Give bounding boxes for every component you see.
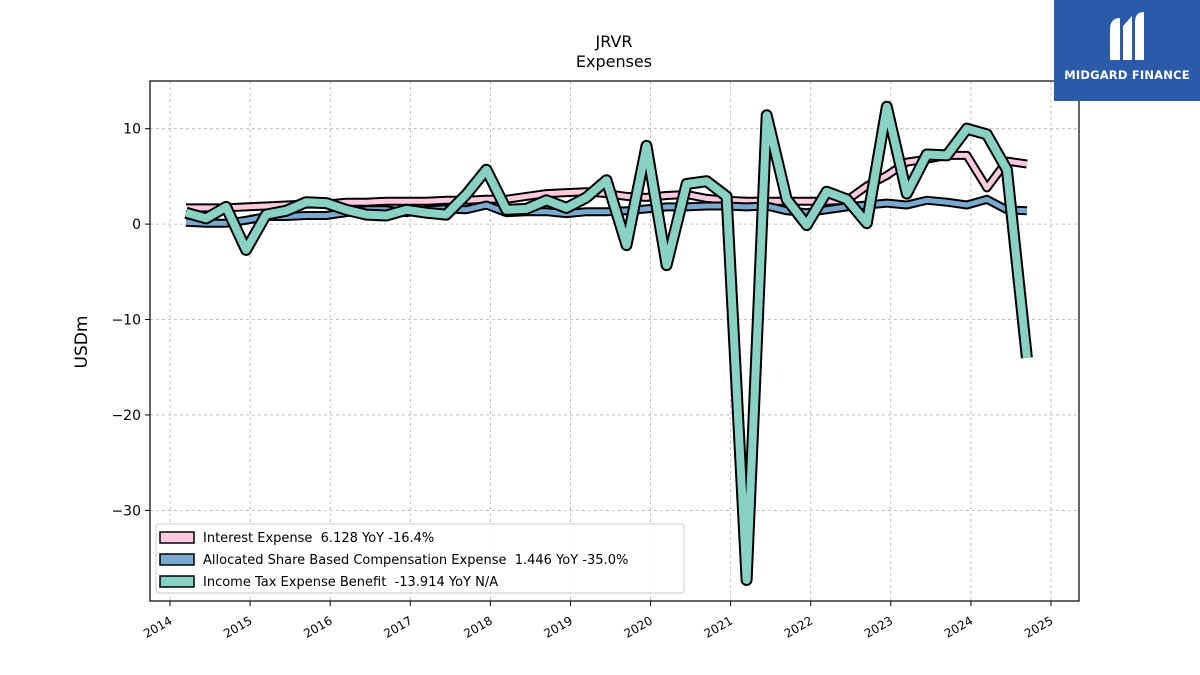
x-tick-label: 2020	[622, 613, 655, 640]
x-tick-label: 2018	[461, 613, 494, 640]
series-band-share-based-compensation	[185, 196, 1028, 226]
legend-box	[155, 523, 685, 594]
y-axis: −30 −20 −10 0 10	[111, 122, 150, 519]
chart-subtitle: Expenses	[576, 52, 652, 71]
x-tick-label: 2022	[782, 613, 815, 640]
x-tick-label: 2014	[141, 613, 174, 640]
chart-title: JRVR	[594, 32, 632, 51]
y-tick-label: −10	[111, 313, 141, 329]
plot-frame	[149, 80, 1080, 602]
y-tick-label: 10	[123, 122, 141, 138]
x-axis: 2014 2015 2016 2017 2018 2019 2020 2021 2022 2023…	[141, 601, 1055, 641]
x-tick-label: 2021	[702, 613, 735, 640]
series-band-income-tax-expense	[184, 102, 1031, 584]
legend-label: Income Tax Expense Benefit -13.914 YoY N…	[203, 575, 498, 590]
midgard-m-logo-icon	[1110, 12, 1144, 60]
y-tick-label: 0	[132, 217, 141, 233]
legend: Interest Expense 6.128 YoY -16.4% Allocat…	[155, 523, 685, 594]
x-tick-label: 2016	[301, 613, 334, 640]
y-axis-label: USDm	[72, 316, 92, 369]
legend-swatch	[159, 531, 195, 544]
y-tick-label: −20	[111, 408, 141, 424]
x-tick-label: 2017	[381, 613, 414, 640]
logo-text: MIDGARD FINANCE	[1064, 68, 1190, 82]
legend-label: Interest Expense 6.128 YoY -16.4%	[203, 531, 434, 546]
x-tick-label: 2023	[862, 613, 895, 640]
legend-swatch	[159, 553, 195, 566]
legend-swatch	[159, 575, 195, 588]
legend-label: Allocated Share Based Compensation Expen…	[203, 553, 628, 568]
x-tick-label: 2019	[541, 613, 574, 640]
series-bands	[184, 100, 1033, 586]
midgard-finance-logo: MIDGARD FINANCE	[1054, 0, 1200, 101]
x-tick-label: 2015	[221, 613, 254, 640]
x-tick-label: 2024	[942, 613, 975, 640]
y-tick-label: −30	[111, 503, 141, 519]
x-tick-label: 2025	[1022, 613, 1055, 640]
